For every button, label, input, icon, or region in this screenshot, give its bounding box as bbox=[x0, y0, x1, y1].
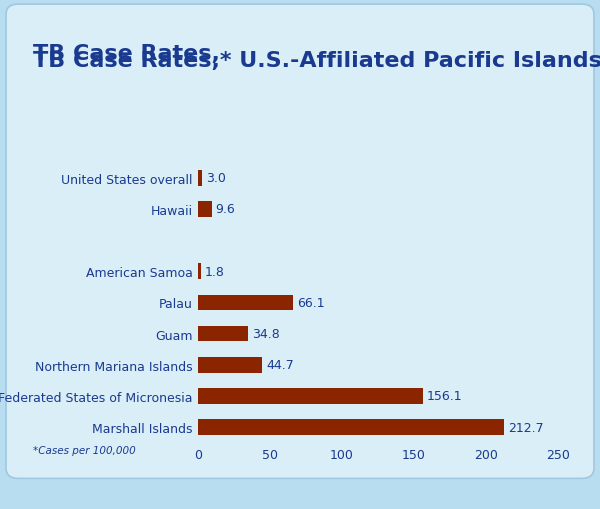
Text: TB Case Rates,* U.S.-Affiliated Pacific Islands, 2014: TB Case Rates,* U.S.-Affiliated Pacific … bbox=[33, 51, 600, 71]
Text: 156.1: 156.1 bbox=[427, 390, 462, 403]
Text: *Cases per 100,000: *Cases per 100,000 bbox=[33, 445, 136, 456]
Text: 212.7: 212.7 bbox=[508, 421, 544, 434]
Text: TB Case Rates,: TB Case Rates, bbox=[33, 44, 220, 64]
Text: 66.1: 66.1 bbox=[297, 296, 325, 309]
Text: 1.8: 1.8 bbox=[204, 265, 224, 278]
Bar bbox=[198, 388, 423, 404]
Bar bbox=[198, 357, 262, 373]
Bar bbox=[198, 419, 504, 435]
Text: 3.0: 3.0 bbox=[206, 172, 226, 185]
Text: 44.7: 44.7 bbox=[266, 358, 294, 372]
Text: 9.6: 9.6 bbox=[215, 203, 235, 216]
Bar bbox=[198, 326, 248, 342]
Bar bbox=[198, 202, 212, 217]
Text: 34.8: 34.8 bbox=[252, 327, 280, 341]
Bar bbox=[198, 264, 200, 279]
Bar bbox=[198, 171, 202, 186]
Bar bbox=[198, 295, 293, 310]
